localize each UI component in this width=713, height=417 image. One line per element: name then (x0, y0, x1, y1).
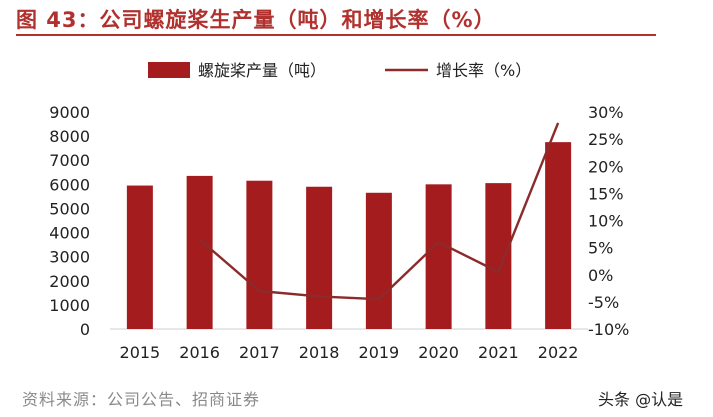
y-left-tick-label: 6000 (49, 175, 90, 194)
y-left-tick-label: 0 (80, 320, 90, 339)
legend-line-label: 增长率（%） (436, 61, 531, 80)
source-note: 资料来源：公司公告、招商证券 (22, 390, 261, 409)
y-left-tick-label: 3000 (49, 248, 90, 267)
y-right-tick-label: -10% (588, 320, 629, 339)
title-divider (16, 34, 656, 36)
bar (186, 175, 213, 329)
bar (306, 186, 333, 329)
chart-title: 图 43：公司螺旋桨生产量（吨）和增长率（%） (16, 8, 496, 32)
y-right-tick-label: 0% (588, 266, 613, 285)
chart-svg: 0 1000 2000 3000 4000 5000 6000 7000 8000 9000 -10… (49, 61, 629, 362)
y-left-tick-label: 1000 (49, 296, 90, 315)
y-left-tick-label: 2000 (49, 272, 90, 291)
x-tick-label: 2022 (538, 343, 579, 362)
x-tick-label: 2019 (359, 343, 400, 362)
x-tick-label: 2021 (478, 343, 519, 362)
y-right-tick-label: 5% (588, 239, 613, 258)
x-tick-label: 2020 (418, 343, 459, 362)
growth-rate-line (198, 122, 560, 301)
y-left-tick-label: 8000 (49, 127, 90, 146)
y-right-tick-label: 10% (588, 212, 624, 231)
y-right-tick-label: 20% (588, 157, 624, 176)
bar (126, 185, 153, 329)
legend-bar-label: 螺旋桨产量（吨） (198, 61, 326, 80)
x-tick-label: 2018 (299, 343, 340, 362)
bar (425, 184, 452, 329)
bar (246, 180, 273, 329)
y-right-tick-label: 30% (588, 103, 624, 122)
bar (365, 192, 392, 329)
y-left-tick-label: 9000 (49, 103, 90, 122)
y-left-tick-label: 5000 (49, 199, 90, 218)
watermark: 头条 @认是 (598, 390, 684, 409)
y-left-tick-label: 7000 (49, 151, 90, 170)
bar (485, 183, 512, 329)
bar (545, 142, 572, 329)
y-right-tick-label: -5% (588, 293, 619, 312)
y-left-tick-label: 4000 (49, 224, 90, 243)
x-tick-label: 2015 (120, 343, 161, 362)
y-right-tick-label: 25% (588, 130, 624, 149)
y-right-tick-label: 15% (588, 184, 624, 203)
legend-bar-swatch (148, 62, 190, 78)
x-tick-label: 2017 (239, 343, 280, 362)
x-tick-label: 2016 (179, 343, 220, 362)
